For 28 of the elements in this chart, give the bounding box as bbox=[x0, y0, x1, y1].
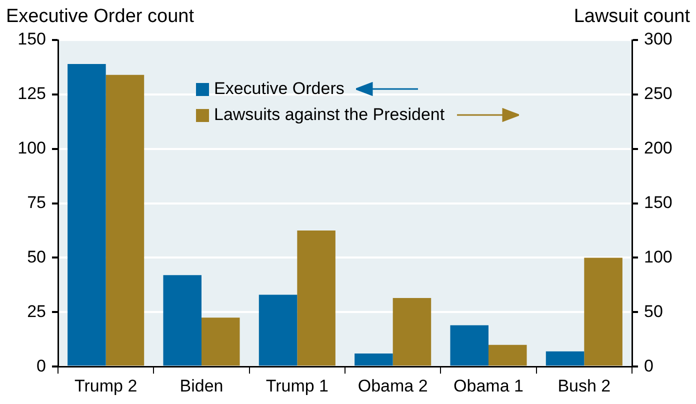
y-tick-label: 150 bbox=[18, 30, 46, 49]
y-tick-label: 125 bbox=[18, 84, 46, 104]
bar bbox=[392, 298, 432, 366]
legend-label: Lawsuits against the President bbox=[214, 105, 445, 125]
y2-tick-label: 100 bbox=[644, 247, 672, 266]
y2-tick-label: 150 bbox=[644, 192, 672, 212]
y-axis-title: Executive Order count bbox=[6, 6, 194, 28]
y-tick-label: 75 bbox=[27, 192, 46, 212]
y-tick-label: 25 bbox=[27, 302, 46, 321]
y2-tick-label: 200 bbox=[644, 138, 672, 158]
x-tick-label: Trump 1 bbox=[266, 376, 329, 396]
y-tick-label: 100 bbox=[18, 138, 46, 158]
x-tick-label: Obama 1 bbox=[454, 376, 524, 396]
bar bbox=[546, 351, 584, 366]
y-tick-label: 50 bbox=[27, 247, 46, 266]
bar bbox=[354, 354, 393, 366]
y2-tick-label: 50 bbox=[644, 302, 663, 321]
y2-axis-title: Lawsuit count bbox=[574, 6, 690, 28]
bar bbox=[584, 258, 622, 366]
x-tick-label: Obama 2 bbox=[358, 376, 428, 396]
y2-tick-label: 300 bbox=[644, 30, 672, 49]
legend-label: Executive Orders bbox=[214, 79, 344, 99]
y-tick-label: 0 bbox=[36, 356, 46, 376]
y2-tick-label: 250 bbox=[644, 84, 672, 104]
y2-tick-label: 0 bbox=[644, 356, 654, 376]
x-tick-label: Biden bbox=[180, 376, 224, 396]
x-tick-label: Bush 2 bbox=[558, 376, 611, 396]
x-tick-label: Trump 2 bbox=[74, 376, 138, 396]
